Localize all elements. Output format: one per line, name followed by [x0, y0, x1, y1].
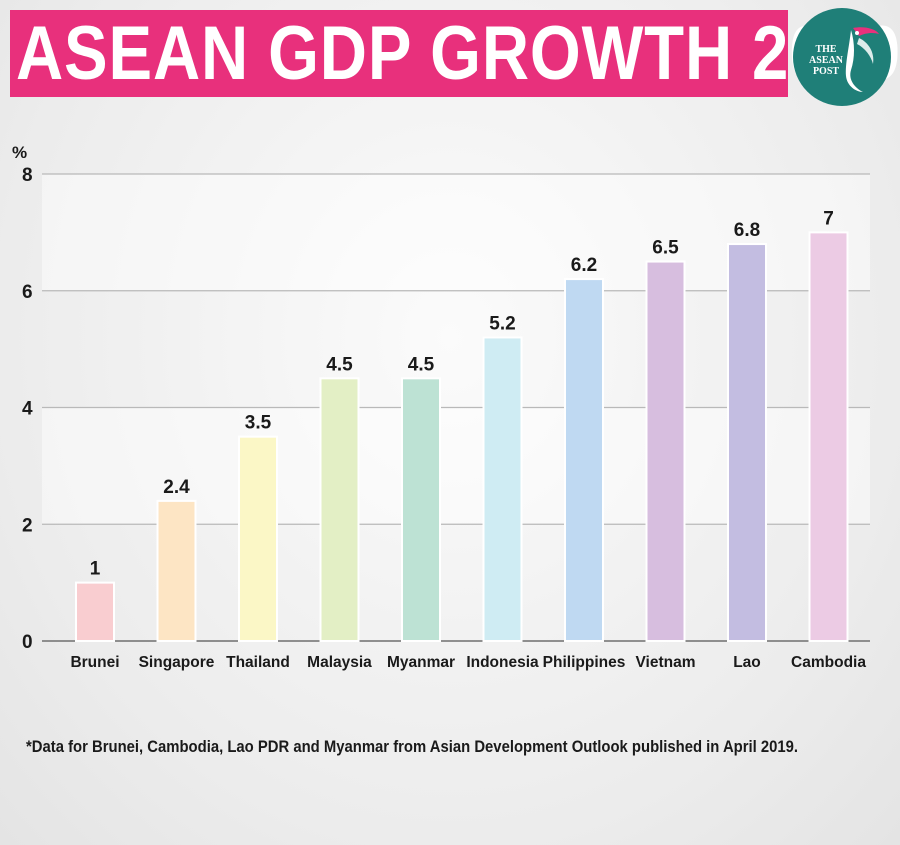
x-tick-label: Thailand	[226, 654, 290, 671]
chart-title: ASEAN GDP GROWTH 2019	[16, 10, 900, 96]
y-tick-label: 0	[22, 632, 33, 653]
title-banner: ASEAN GDP GROWTH 2019	[10, 10, 900, 97]
bar-brunei	[75, 581, 115, 642]
bar-philippines	[564, 278, 604, 642]
y-axis-ticks: 0 2 4 6 8	[22, 165, 33, 653]
bars	[75, 231, 849, 643]
y-tick-label: 2	[22, 515, 33, 536]
footnote: *Data for Brunei, Cambodia, Lao PDR and …	[26, 738, 799, 756]
value-label: 4.5	[326, 354, 353, 375]
value-label: 2.4	[163, 477, 190, 498]
x-tick-label: Cambodia	[791, 654, 866, 671]
x-tick-label: Indonesia	[466, 654, 539, 671]
x-tick-label: Singapore	[139, 654, 215, 671]
the-asean-post-logo: THE ASEAN POST	[793, 8, 891, 106]
value-labels: 1 2.4 3.5 4.5 4.5 5.2 6.2 6.5 6.8 7	[90, 208, 834, 579]
value-label: 5.2	[489, 313, 515, 334]
x-tick-label: Philippines	[543, 654, 626, 671]
bar-myanmar	[401, 377, 441, 642]
hornbill-bird-icon	[845, 27, 879, 92]
value-label: 6.2	[571, 255, 597, 276]
value-label: 1	[90, 559, 101, 580]
bar-chart: 0 2 4 6 8 % 1 2.4 3.5 4.5 4.5 5.2 6.2 6.5 6.8 7 Brune…	[12, 143, 870, 671]
y-tick-label: 8	[22, 165, 33, 186]
value-label: 7	[823, 208, 834, 229]
y-axis-unit-label: %	[12, 143, 27, 162]
bar-lao	[727, 243, 767, 643]
x-axis-labels: Brunei Singapore Thailand Malaysia Myanmar In…	[70, 654, 866, 671]
x-tick-label: Brunei	[70, 654, 119, 671]
x-tick-label: Vietnam	[635, 654, 695, 671]
x-tick-label: Malaysia	[307, 654, 372, 671]
bar-malaysia	[319, 377, 360, 642]
bar-indonesia	[482, 336, 523, 642]
logo-wordmark: THE ASEAN POST	[809, 44, 843, 77]
bar-singapore	[156, 499, 197, 642]
bar-cambodia	[808, 231, 849, 642]
x-tick-label: Myanmar	[387, 654, 455, 671]
value-label: 6.8	[734, 220, 760, 241]
y-tick-label: 6	[22, 282, 33, 303]
bar-vietnam	[645, 260, 686, 642]
y-tick-label: 4	[22, 399, 33, 420]
value-label: 4.5	[408, 354, 435, 375]
x-tick-label: Lao	[733, 654, 761, 671]
bar-thailand	[238, 435, 278, 642]
value-label: 6.5	[652, 238, 679, 259]
value-label: 3.5	[245, 413, 272, 434]
